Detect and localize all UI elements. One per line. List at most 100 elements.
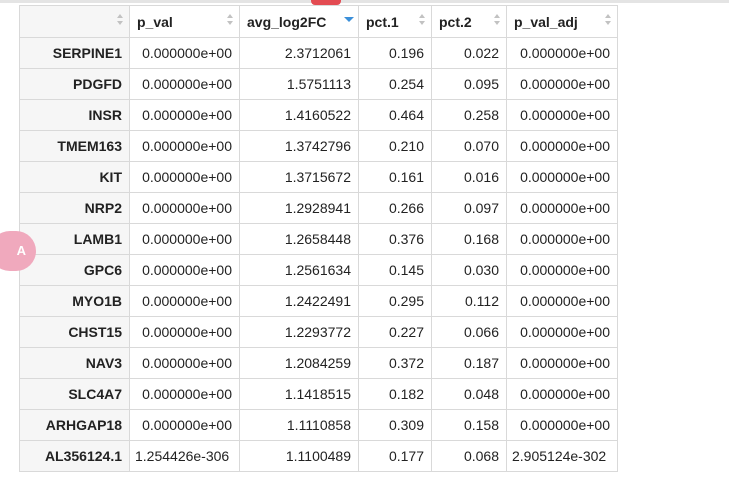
table-row[interactable]: SERPINE1 0.000000e+00 2.3712061 0.196 0.022 0… — [19, 37, 618, 69]
table-cell: 0.000000e+00 — [129, 68, 240, 100]
translate-badge-label: A — [16, 243, 26, 258]
row-name-cell: NRP2 — [19, 192, 130, 224]
table-row[interactable]: CHST15 0.000000e+00 1.2293772 0.227 0.066 0.0… — [19, 316, 618, 348]
table-cell: 0.182 — [358, 378, 432, 410]
table-cell: 1.1100489 — [239, 440, 359, 472]
data-table: p_val avg_log2FC pct.1 pct.2 p_val_adj SERPI… — [19, 5, 618, 472]
table-cell: 0.000000e+00 — [506, 347, 618, 379]
table-cell: 0.254 — [358, 68, 432, 100]
table-row[interactable]: TMEM163 0.000000e+00 1.3742796 0.210 0.070 0.… — [19, 130, 618, 162]
table-cell: 0.187 — [431, 347, 507, 379]
table-cell: 0.000000e+00 — [129, 130, 240, 162]
table-cell: 1.3715672 — [239, 161, 359, 193]
table-cell: 1.1418515 — [239, 378, 359, 410]
table-cell: 2.905124e-302 — [506, 440, 618, 472]
table-row[interactable]: MYO1B 0.000000e+00 1.2422491 0.295 0.112 0.00… — [19, 285, 618, 317]
table-cell: 0.000000e+00 — [506, 223, 618, 255]
table-cell: 0.376 — [358, 223, 432, 255]
table-cell: 0.068 — [431, 440, 507, 472]
row-name-cell: PDGFD — [19, 68, 130, 100]
table-cell: 0.000000e+00 — [129, 161, 240, 193]
row-name-cell: LAMB1 — [19, 223, 130, 255]
table-body: SERPINE1 0.000000e+00 2.3712061 0.196 0.022 0… — [19, 37, 618, 472]
table-row[interactable]: KIT 0.000000e+00 1.3715672 0.161 0.016 0.0000… — [19, 161, 618, 193]
row-name-cell: CHST15 — [19, 316, 130, 348]
table-row[interactable]: NAV3 0.000000e+00 1.2084259 0.372 0.187 0.000… — [19, 347, 618, 379]
table-row[interactable]: LAMB1 0.000000e+00 1.2658448 0.376 0.168 0.00… — [19, 223, 618, 255]
table-cell: 0.016 — [431, 161, 507, 193]
table-cell: 0.000000e+00 — [506, 409, 618, 441]
table-cell: 0.000000e+00 — [506, 161, 618, 193]
table-cell: 0.000000e+00 — [506, 68, 618, 100]
table-row[interactable]: SLC4A7 0.000000e+00 1.1418515 0.182 0.048 0.0… — [19, 378, 618, 410]
row-name-cell: AL356124.1 — [19, 440, 130, 472]
table-row[interactable]: GPC6 0.000000e+00 1.2561634 0.145 0.030 0.000… — [19, 254, 618, 286]
row-name-cell: ARHGAP18 — [19, 409, 130, 441]
table-cell: 0.000000e+00 — [129, 285, 240, 317]
column-header-pct-1[interactable]: pct.1 — [358, 5, 432, 38]
column-header-p-val-adj[interactable]: p_val_adj — [506, 5, 618, 38]
row-name-cell: MYO1B — [19, 285, 130, 317]
table-cell: 1.5751113 — [239, 68, 359, 100]
table-cell: 1.2928941 — [239, 192, 359, 224]
row-name-cell: SERPINE1 — [19, 37, 130, 69]
table-cell: 0.000000e+00 — [129, 347, 240, 379]
column-header-label: p_val — [137, 13, 173, 30]
table-row[interactable]: AL356124.1 1.254426e-306 1.1100489 0.177 0.0… — [19, 440, 618, 472]
table-cell: 0.309 — [358, 409, 432, 441]
table-cell: 0.000000e+00 — [506, 130, 618, 162]
row-name-cell: TMEM163 — [19, 130, 130, 162]
table-cell: 0.000000e+00 — [129, 192, 240, 224]
table-cell: 0.145 — [358, 254, 432, 286]
table-cell: 0.000000e+00 — [129, 409, 240, 441]
table-cell: 0.066 — [431, 316, 507, 348]
table-cell: 1.2658448 — [239, 223, 359, 255]
sort-icon[interactable] — [117, 14, 124, 28]
table-row[interactable]: ARHGAP18 0.000000e+00 1.1110858 0.309 0.158 0… — [19, 409, 618, 441]
table-cell: 0.196 — [358, 37, 432, 69]
table-header-row: p_val avg_log2FC pct.1 pct.2 p_val_adj — [19, 5, 618, 38]
table-cell: 0.000000e+00 — [506, 37, 618, 69]
row-name-cell: GPC6 — [19, 254, 130, 286]
table-cell: 0.000000e+00 — [129, 316, 240, 348]
sort-icon[interactable] — [419, 14, 426, 28]
table-cell: 0.464 — [358, 99, 432, 131]
sort-icon[interactable] — [227, 14, 234, 28]
table-cell: 0.295 — [358, 285, 432, 317]
table-cell: 0.000000e+00 — [506, 99, 618, 131]
sort-icon[interactable] — [494, 14, 501, 28]
table-cell: 0.070 — [431, 130, 507, 162]
table-row[interactable]: NRP2 0.000000e+00 1.2928941 0.266 0.097 0.000… — [19, 192, 618, 224]
column-header-p-val[interactable]: p_val — [129, 5, 240, 38]
table-cell: 0.000000e+00 — [506, 285, 618, 317]
table-cell: 0.210 — [358, 130, 432, 162]
table-cell: 1.2084259 — [239, 347, 359, 379]
column-header-rownames[interactable] — [19, 5, 130, 38]
row-name-cell: SLC4A7 — [19, 378, 130, 410]
table-cell: 0.000000e+00 — [129, 254, 240, 286]
table-cell: 0.095 — [431, 68, 507, 100]
table-cell: 0.048 — [431, 378, 507, 410]
sort-icon[interactable] — [605, 14, 612, 28]
table-cell: 0.000000e+00 — [129, 223, 240, 255]
table-cell: 0.112 — [431, 285, 507, 317]
table-cell: 2.3712061 — [239, 37, 359, 69]
column-header-label: avg_log2FC — [247, 13, 327, 30]
table-cell: 0.161 — [358, 161, 432, 193]
table-cell: 0.000000e+00 — [506, 192, 618, 224]
pane-tab-indicator[interactable] — [311, 0, 341, 5]
table-cell: 1.2293772 — [239, 316, 359, 348]
table-cell: 0.372 — [358, 347, 432, 379]
table-row[interactable]: INSR 0.000000e+00 1.4160522 0.464 0.258 0.000… — [19, 99, 618, 131]
table-cell: 1.2561634 — [239, 254, 359, 286]
column-header-avg-log2fc[interactable]: avg_log2FC — [239, 5, 359, 38]
table-cell: 0.000000e+00 — [129, 378, 240, 410]
row-name-cell: KIT — [19, 161, 130, 193]
column-header-pct-2[interactable]: pct.2 — [431, 5, 507, 38]
table-row[interactable]: PDGFD 0.000000e+00 1.5751113 0.254 0.095 0.00… — [19, 68, 618, 100]
table-cell: 0.168 — [431, 223, 507, 255]
table-cell: 0.000000e+00 — [506, 378, 618, 410]
sort-descending-icon[interactable] — [344, 14, 354, 28]
table-cell: 1.2422491 — [239, 285, 359, 317]
translate-icon[interactable]: A — [0, 231, 36, 271]
